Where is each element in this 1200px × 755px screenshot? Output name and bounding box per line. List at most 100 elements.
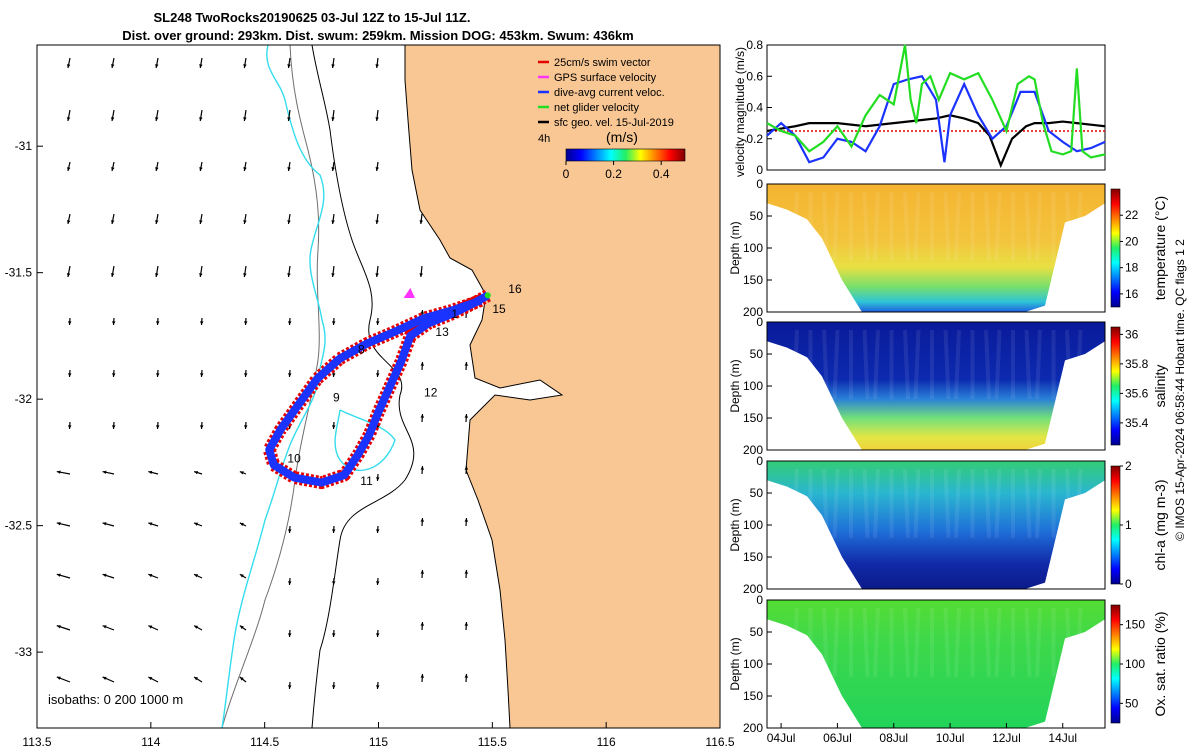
current-arrow-head [102, 573, 107, 578]
section-texture [984, 329, 991, 399]
section-ytick-label: 200 [743, 721, 763, 735]
map-ytick-label: -33 [15, 645, 33, 659]
section-colorbar-label: Ox. sat. ratio (%) [1152, 611, 1168, 716]
current-arrow-head [288, 685, 292, 689]
current-arrow-head [287, 64, 291, 68]
current-arrow-head [194, 676, 199, 681]
section-texture [903, 468, 910, 538]
current-arrow-head [66, 64, 71, 68]
section-texture [1024, 329, 1032, 399]
section-panel-temperature: 0 50 100 150 200 Depth (m) 16 18 20 22 temperature… [728, 177, 1168, 319]
current-arrow-head [155, 273, 159, 277]
section-texture [1075, 329, 1083, 399]
current-arrow-head [375, 167, 379, 171]
legend-entry: 25cm/s swim vector [554, 57, 651, 69]
current-arrow-head [332, 633, 336, 637]
colorbar-corner-label: 4h [538, 133, 550, 145]
section-ytick-label: 0 [756, 177, 763, 191]
section-ytick-label: 50 [750, 625, 764, 639]
section-ytick-label: 150 [743, 550, 763, 564]
current-arrow-head [376, 321, 380, 325]
section-ylabel: Depth (m) [728, 498, 742, 551]
velocity-series [766, 44, 1106, 169]
current-arrow-head [376, 529, 380, 533]
current-arrow-head [420, 622, 425, 626]
current-arrow-head [148, 573, 153, 578]
section-ytick-label: 100 [743, 518, 763, 532]
map-xtick-label: 116 [597, 735, 616, 749]
current-arrow-head [110, 273, 115, 277]
current-arrow-head [287, 167, 291, 171]
current-arrow-head [156, 321, 160, 325]
current-arrow-head [112, 321, 116, 325]
current-arrow-head [156, 373, 160, 377]
section-texture [994, 468, 1002, 538]
current-arrow-head [102, 470, 107, 475]
current-arrow-head [420, 310, 425, 314]
velocity-series-line [766, 44, 1106, 159]
velocity-ylabel: velocity magnitude (m/s) [733, 47, 747, 177]
current-arrow-head [102, 676, 107, 681]
velocity-ytick-label: 0.6 [746, 69, 763, 83]
velocity-series-line [766, 114, 1106, 169]
section-texture [1065, 607, 1072, 677]
current-arrow-head [239, 625, 244, 630]
section-texture [832, 191, 840, 261]
land-area [404, 45, 720, 728]
current-arrow-head [155, 167, 159, 171]
map-y-ticks: -31 -31.5 -32 -32.5 -33 [5, 139, 43, 659]
current-arrow-head [148, 522, 153, 526]
section-texture [832, 607, 840, 677]
section-colorbar-tick-label: 2 [1125, 459, 1132, 473]
gps-velocity-marker [403, 287, 415, 298]
map-legend: 25cm/s swim vector GPS surface velocity di… [538, 57, 674, 129]
current-arrow-head [239, 574, 244, 578]
section-texture [913, 468, 921, 538]
section-colorbar [1110, 326, 1121, 446]
map-xtick-label: 114.5 [250, 735, 279, 749]
current-arrow-head [464, 518, 469, 522]
current-arrow-head [243, 220, 247, 224]
velocity-ytick-label: 0.4 [746, 101, 763, 115]
legend-entry: net glider velocity [554, 102, 639, 114]
section-ytick-label: 100 [743, 241, 763, 255]
current-arrow-head [375, 220, 379, 224]
current-arrow-head [376, 685, 380, 689]
velocity-series-line [766, 75, 1106, 164]
section-texture [1024, 468, 1032, 538]
current-arrow-head [332, 581, 336, 585]
section-texture [1035, 329, 1042, 399]
current-arrow-head [332, 685, 336, 689]
section-panel-oxygen: 0 50 100 150 200 Depth (m) 50 100 150 Ox. sat. ra… [728, 593, 1168, 745]
section-texture [1024, 191, 1032, 261]
current-arrow-head [199, 273, 203, 277]
velocity-ytick-label: 0.2 [746, 132, 763, 146]
section-colorbar-label: temperature (°C) [1152, 196, 1168, 300]
section-texture [954, 329, 961, 399]
current-arrow-head [244, 425, 248, 429]
section-colorbar-tick-label: 0 [1125, 577, 1132, 591]
section-texture [1075, 607, 1083, 677]
current-arrow-head [464, 362, 469, 366]
current-arrow-head [243, 273, 247, 277]
current-arrow-head [102, 522, 107, 526]
current-arrow-head [288, 321, 292, 325]
section-texture [873, 468, 880, 538]
current-arrow-head [420, 466, 425, 470]
speed-colorbar-ticks: 0 0.2 0.4 [563, 161, 670, 181]
section-texture [862, 329, 870, 399]
current-arrow-head [199, 64, 203, 68]
section-ytick-label: 200 [743, 443, 763, 457]
section-texture [822, 468, 829, 538]
section-texture [994, 607, 1002, 677]
current-arrow-head [148, 625, 153, 629]
current-arrow-head [464, 622, 469, 626]
current-arrow-head [331, 64, 335, 68]
map-xtick-label: 115 [369, 735, 388, 749]
current-arrow-head [68, 373, 72, 377]
section-field [767, 461, 1105, 589]
current-arrow-head [111, 220, 115, 224]
map-xtick-label: 113.5 [22, 735, 51, 749]
current-arrow-head [420, 518, 425, 522]
current-arrow-head [200, 321, 204, 325]
